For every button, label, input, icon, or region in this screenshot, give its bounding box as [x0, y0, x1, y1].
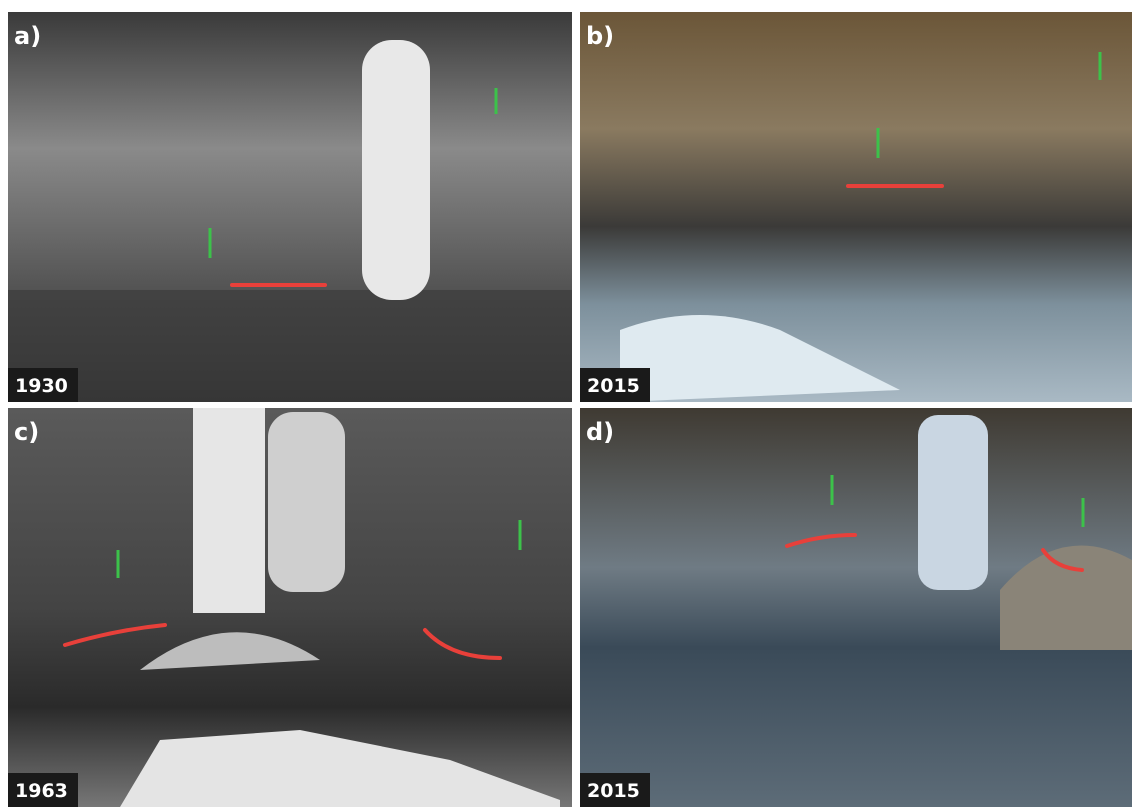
- ice-floor: [8, 290, 572, 402]
- panel-label: d): [586, 418, 614, 446]
- panel-label: b): [586, 22, 614, 50]
- year: 2015: [587, 780, 640, 802]
- ice-column: [268, 412, 345, 592]
- panel-label: c): [14, 418, 39, 446]
- ice-column: [193, 408, 265, 613]
- figure: a) 1930 b) 2015 c) 1963 d) 2015: [0, 0, 1132, 807]
- panel-c: c) 1963: [8, 408, 572, 807]
- year: 2015: [587, 375, 640, 397]
- panel-b: b) 2015: [580, 12, 1132, 402]
- panel-label: a): [14, 22, 41, 50]
- ice-column: [362, 40, 430, 300]
- panel-a: a) 1930: [8, 12, 572, 402]
- year: 1930: [15, 375, 68, 397]
- year: 1963: [15, 780, 68, 802]
- panel-d: d) 2015: [580, 408, 1132, 807]
- ice-column: [918, 415, 988, 590]
